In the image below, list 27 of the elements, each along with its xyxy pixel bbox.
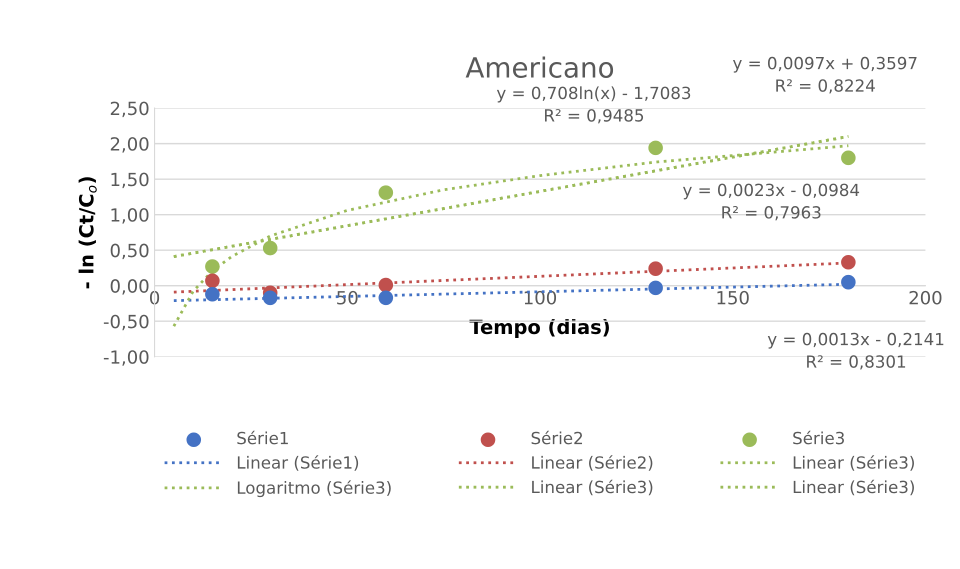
x-tick-label: 50 (337, 290, 358, 305)
legend-label: Logaritmo (Série3) (238, 480, 391, 498)
y-axis-title: - ln (Ct/C$_{o}$) (78, 177, 97, 288)
y-tick-label: 2,50 (110, 102, 148, 118)
x-tick-label: 200 (910, 290, 942, 305)
y-tick-label: -1,00 (104, 350, 148, 366)
legend-label: Série3 (793, 430, 844, 444)
annotation: y = 0,0023x - 0,0984 R² = 0,7963 (682, 184, 860, 220)
legend-label: Linear (Série3) (794, 455, 914, 471)
y-tick-label: 0,00 (110, 279, 148, 295)
chart-title: Americano (466, 56, 614, 78)
y-tick-label: 1,50 (111, 172, 148, 188)
legend-label: Linear (Série1) (238, 455, 358, 471)
legend-label: Série2 (532, 430, 582, 444)
annotation: y = 0,708ln(x) - 1,7083 R² = 0,9485 (496, 86, 690, 124)
legend-label: Linear (Série3) (532, 480, 652, 496)
y-tick-label: 2,00 (110, 137, 148, 153)
text: y = 0,0097x + 0,3597 R² = 0,8224 (732, 56, 917, 94)
legend-label: Série1 (237, 430, 288, 444)
annotation: y = 0,0013x - 0,2141 R² = 0,8301 (768, 332, 944, 370)
legend-label: Linear (Série3) (794, 480, 914, 496)
y-tick-label: 0,50 (110, 244, 148, 260)
y-tick-label: -0,50 (104, 314, 148, 330)
legend-label: Linear (Série2) (532, 455, 652, 471)
y-tick-label: 1,00 (111, 208, 148, 224)
x-axis-title: Tempo (dias) (469, 319, 609, 338)
x-tick-label: 150 (717, 290, 749, 305)
